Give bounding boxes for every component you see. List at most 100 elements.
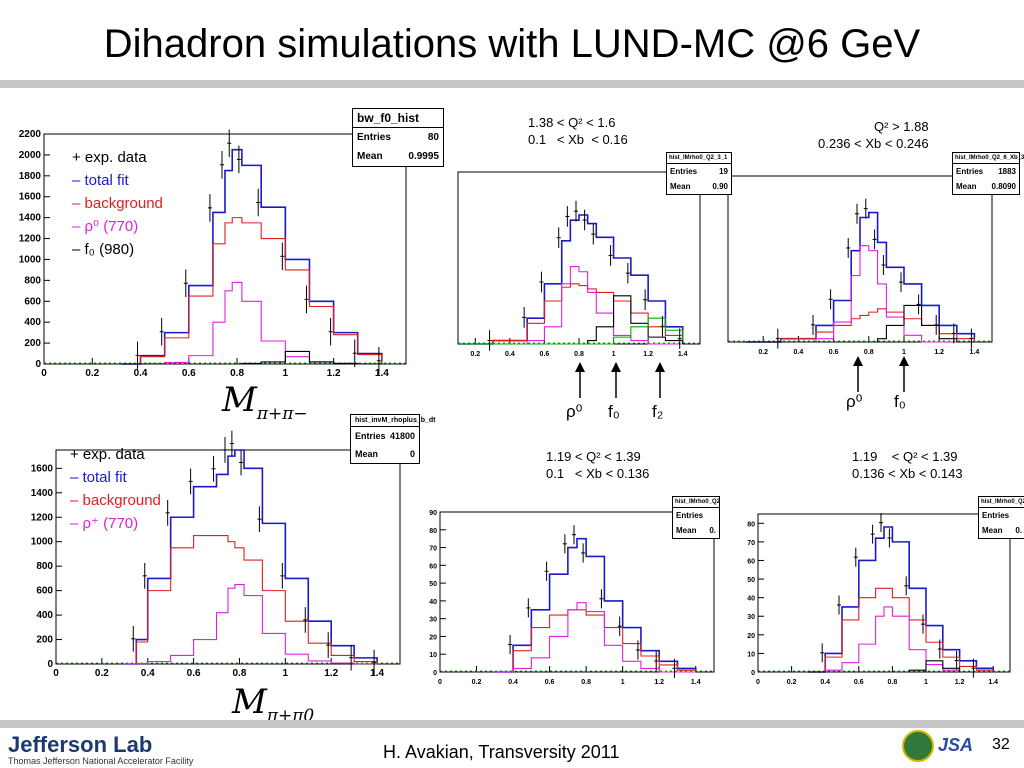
y-tick-label: 200 — [24, 338, 41, 349]
statbox-top-right: hist_IMrho0_Q2_6_Xb_3 Entries 1883 Mean 0.… — [952, 152, 1024, 195]
x-tick-label: 0.8 — [574, 351, 584, 358]
x-tick-label: 0.4 — [508, 679, 518, 686]
series-total-fit — [494, 537, 697, 673]
y-tick-label: 20 — [747, 633, 755, 640]
x-tick-label: 1.4 — [375, 368, 389, 379]
statbox-bot-left: hist_invM_rhoplus_b_dt Entries 41800 Mean… — [350, 414, 436, 464]
x-tick-label: 0.2 — [787, 679, 797, 686]
arrow-label-f0: f₀ — [608, 402, 620, 421]
y-tick-label: 80 — [747, 521, 755, 528]
y-tick-label: 40 — [429, 599, 437, 606]
statbox-entries: 41800 — [389, 431, 415, 441]
series-f0 — [458, 295, 684, 345]
x-tick-label: 0 — [756, 679, 760, 686]
statbox-entries-label: Entries — [956, 167, 984, 176]
statbox-mean: 0. — [1015, 526, 1022, 535]
arrow-head — [655, 362, 665, 372]
x-tick-label: 0.8 — [233, 668, 247, 679]
y-tick-label: 10 — [429, 652, 437, 659]
x-tick-label: 1 — [902, 349, 906, 356]
x-tick-label: 1 — [283, 368, 289, 379]
bottom-rule — [0, 720, 1024, 728]
y-tick-label: 0 — [433, 670, 437, 677]
slide-title: Dihadron simulations with LUND-MC @6 GeV — [103, 22, 921, 66]
y-tick-label: 2000 — [19, 150, 42, 161]
y-tick-label: 0 — [35, 359, 41, 370]
legend-item-background: – background — [70, 492, 161, 509]
series-rho0 — [458, 266, 683, 345]
x-tick-label: 0 — [438, 679, 442, 686]
statbox-name: hist_invM_rhoplus_b_dt — [351, 415, 436, 427]
y-tick-label: 400 — [24, 317, 41, 328]
series-rho-770- — [124, 583, 378, 665]
y-tick-label: 30 — [429, 617, 437, 624]
x-tick-label: 1.2 — [955, 679, 965, 686]
series-total-fit — [745, 211, 976, 343]
x-tick-label: 1.2 — [324, 668, 338, 679]
plot-frame — [439, 511, 715, 673]
x-tick-label: 0.8 — [581, 679, 591, 686]
jsa-logo: JSA — [938, 735, 974, 755]
x-tick-label: 0.2 — [470, 351, 480, 358]
x-tick-label: 0.4 — [134, 368, 148, 379]
statbox-entries: 80 — [427, 132, 439, 143]
x-tick-label: 0.6 — [540, 351, 550, 358]
logo-text: Jefferson Lab — [8, 732, 153, 757]
x-tick-label: 0.4 — [820, 679, 830, 686]
y-tick-label: 1200 — [31, 512, 54, 523]
y-tick-label: 800 — [36, 561, 53, 572]
legend-item-rho-plus: – ρ⁺ (770) — [70, 515, 139, 532]
y-tick-label: 60 — [747, 558, 755, 565]
x-tick-label: 1.2 — [654, 679, 664, 686]
statbox-entries-label: Entries — [676, 511, 704, 520]
x-tick-label: 1.4 — [970, 349, 980, 356]
x-tick-label: 0.6 — [829, 349, 839, 356]
statbox-mean-label: Mean — [357, 151, 383, 162]
series-f2 — [458, 317, 684, 345]
series-f0 — [745, 304, 975, 343]
mass-label-top: Mπ+π− — [222, 380, 308, 424]
x-tick-label: 0.6 — [854, 679, 864, 686]
statbox-mean: 0. — [709, 526, 716, 535]
x-tick-label: 0.2 — [95, 668, 109, 679]
statbox-name: hist_IMrho0_Q2 — [979, 497, 1024, 508]
series-total-fit — [458, 214, 684, 345]
x-tick-label: 1.4 — [370, 668, 384, 679]
x-tick-label: 0.6 — [182, 368, 196, 379]
x-tick-label: 1 — [924, 679, 928, 686]
y-tick-label: 600 — [36, 586, 53, 597]
x-tick-label: 0.6 — [187, 668, 201, 679]
y-tick-label: 200 — [36, 635, 53, 646]
y-tick-label: 1800 — [19, 171, 42, 182]
mass-symbol: M — [232, 682, 267, 722]
series-rho0-770- — [121, 281, 383, 365]
y-tick-label: 0 — [47, 659, 53, 670]
x-tick-label: 1.4 — [678, 351, 688, 358]
statbox-bot-right: hist_IMrho0_Q2 Entries Mean 0. — [978, 496, 1024, 539]
x-tick-label: 0.8 — [888, 679, 898, 686]
arrow-label-rho0: ρ⁰ — [846, 392, 863, 411]
y-tick-label: 20 — [429, 634, 437, 641]
y-tick-label: 60 — [429, 563, 437, 570]
y-tick-label: 40 — [747, 596, 755, 603]
logo-subtext: Thomas Jefferson National Accelerator Fa… — [8, 756, 194, 766]
x-tick-label: 0 — [41, 368, 47, 379]
statbox-entries: 1883 — [998, 167, 1016, 176]
y-tick-label: 70 — [429, 546, 437, 553]
x-tick-label: 0.4 — [794, 349, 804, 356]
statbox-mean: 0.9995 — [408, 151, 439, 162]
series-background — [808, 587, 994, 673]
legend-item-f0: – f₀ (980) — [72, 241, 135, 258]
y-tick-label: 10 — [747, 651, 755, 658]
x-tick-label: 1.4 — [691, 679, 701, 686]
series-rho — [808, 606, 994, 673]
statbox-mean-label: Mean — [982, 526, 1003, 535]
y-tick-label: 1600 — [31, 463, 54, 474]
y-tick-label: 0 — [751, 670, 755, 677]
arrow-label-rho0: ρ⁰ — [566, 402, 583, 421]
statbox-name: hist_IMrho0_Q2 — [673, 497, 720, 508]
y-tick-label: 600 — [24, 296, 41, 307]
y-tick-label: 800 — [24, 275, 41, 286]
cut-label-bot-right: 1.19 < Q² < 1.39 0.136 < Xb < 0.143 — [852, 449, 963, 481]
series-background — [494, 609, 697, 673]
